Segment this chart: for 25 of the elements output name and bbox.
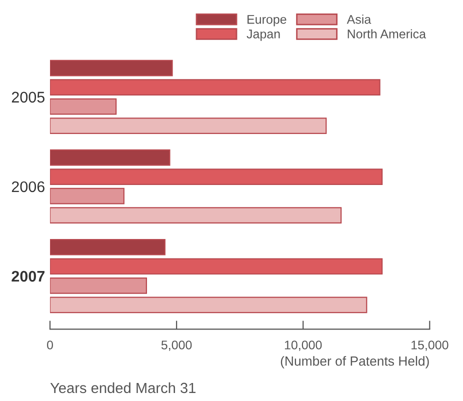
bar <box>50 258 383 275</box>
bar <box>50 277 147 294</box>
y-tick-label: 2007 <box>12 270 44 282</box>
bar <box>50 238 166 256</box>
x-tick-label: 5,000 <box>161 340 192 351</box>
bar <box>50 118 327 134</box>
bar <box>50 79 380 96</box>
bar <box>50 207 342 224</box>
bar <box>50 188 124 204</box>
bar <box>50 149 170 166</box>
text: Years ended March 31 <box>50 382 196 394</box>
legend-label: Asia <box>346 14 372 24</box>
y-tick-label: 2005 <box>12 92 45 103</box>
bar <box>50 98 117 115</box>
y-tick-label: 2006 <box>12 181 44 192</box>
x-tick-label: 0 <box>47 340 53 350</box>
bar <box>50 168 383 186</box>
x-axis-title: (Number of Patents Held) <box>280 356 429 368</box>
bar <box>50 296 368 314</box>
x-tick-label: 10,000 <box>284 340 322 351</box>
legend-label: North America <box>348 29 426 38</box>
legend-label: Japan <box>246 30 280 41</box>
x-tick-label: 15,000 <box>412 340 448 351</box>
legend-label: Europe <box>248 15 286 26</box>
bar <box>50 60 173 76</box>
